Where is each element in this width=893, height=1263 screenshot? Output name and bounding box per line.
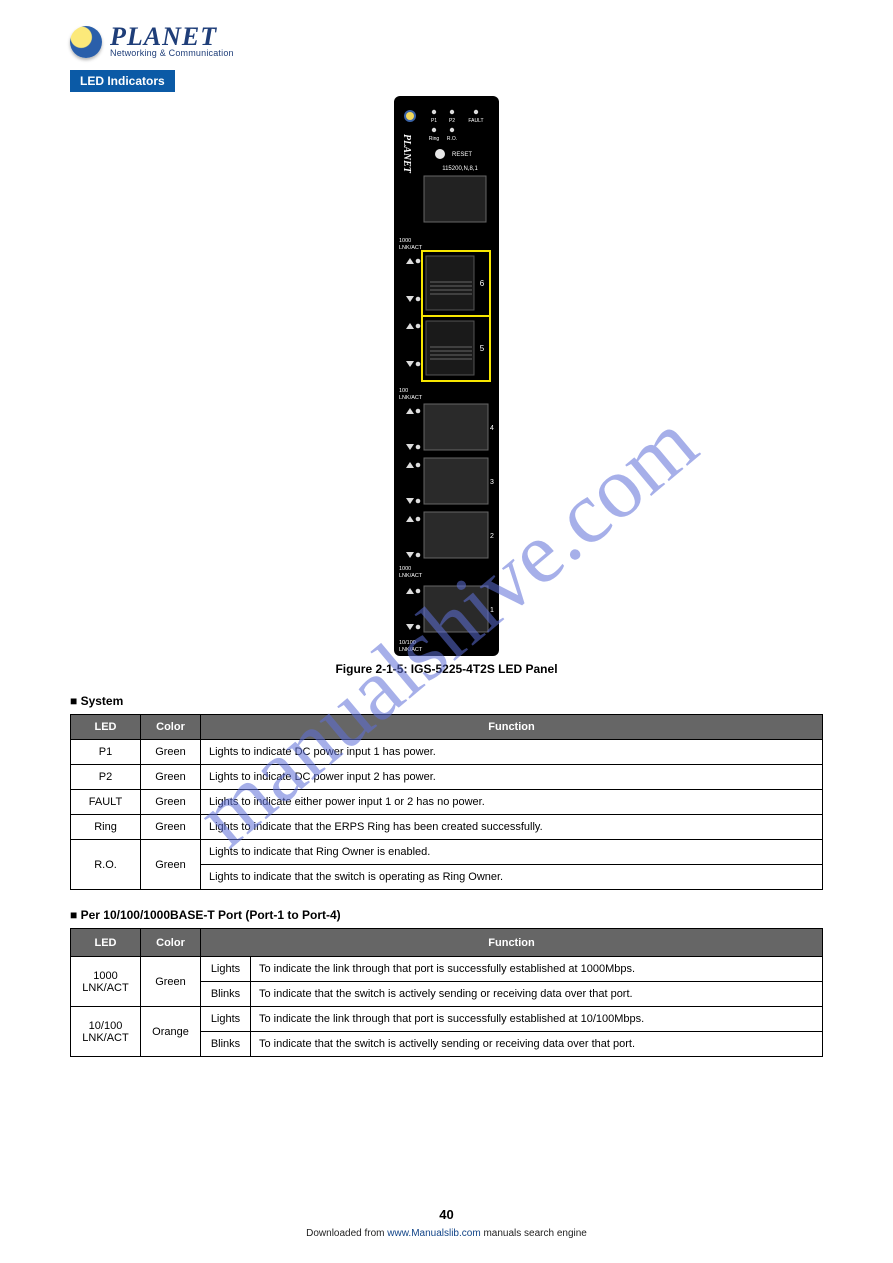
footer-link[interactable]: www.Manualslib.com [387, 1228, 480, 1239]
svg-text:LNK/ACT: LNK/ACT [399, 395, 423, 401]
svg-text:PLANET: PLANET [401, 134, 412, 174]
svg-text:P1: P1 [431, 118, 437, 124]
table-row: P1 Green Lights to indicate DC power inp… [71, 740, 823, 765]
device-figure: PLANET P1 P2 FAULT Ring R.O. RESET 11520… [70, 96, 823, 656]
logo-brand: PLANET [110, 25, 234, 48]
svg-text:5: 5 [480, 344, 485, 353]
svg-text:LNK/ACT: LNK/ACT [399, 245, 423, 251]
table-row: FAULT Green Lights to indicate either po… [71, 790, 823, 815]
svg-text:100: 100 [399, 388, 408, 394]
table-row: R.O. Green Lights to indicate that Ring … [71, 840, 823, 865]
svg-text:2: 2 [490, 533, 494, 540]
th-function: Function [201, 715, 823, 740]
svg-text:LNK/ACT: LNK/ACT [399, 573, 423, 579]
table-row: P2 Green Lights to indicate DC power inp… [71, 765, 823, 790]
svg-text:RESET: RESET [452, 152, 472, 158]
th-function: Function [201, 929, 823, 957]
table-row: 10/100 LNK/ACT Orange Lights To indicate… [71, 1007, 823, 1032]
header-logo: PLANET Networking & Communication [70, 25, 823, 58]
svg-text:115200,N,8,1: 115200,N,8,1 [442, 166, 478, 172]
svg-text:6: 6 [480, 279, 485, 288]
planet-globe-icon [70, 26, 102, 58]
th-led: LED [71, 715, 141, 740]
svg-text:FAULT: FAULT [468, 118, 483, 124]
footer-text: Downloaded from [306, 1228, 387, 1239]
th-color: Color [141, 715, 201, 740]
th-led: LED [71, 929, 141, 957]
svg-text:Ring: Ring [429, 136, 440, 142]
svg-text:10/100: 10/100 [399, 640, 416, 646]
footer-tail: manuals search engine [483, 1228, 586, 1239]
table1-title: ■ System [70, 694, 823, 708]
page-number: 40 [0, 1207, 893, 1222]
svg-text:1: 1 [490, 607, 494, 614]
device-front-panel: PLANET P1 P2 FAULT Ring R.O. RESET 11520… [394, 96, 499, 656]
th-color: Color [141, 929, 201, 957]
svg-text:4: 4 [490, 425, 494, 432]
table-row: 1000 LNK/ACT Green Lights To indicate th… [71, 957, 823, 982]
table-row: Ring Green Lights to indicate that the E… [71, 815, 823, 840]
svg-text:1000: 1000 [399, 238, 411, 244]
page-footer: 40 Downloaded from www.Manualslib.com ma… [0, 1207, 893, 1239]
section-heading: LED Indicators [70, 70, 175, 92]
svg-text:1000: 1000 [399, 566, 411, 572]
svg-text:P2: P2 [449, 118, 455, 124]
svg-text:LNK/ACT: LNK/ACT [399, 647, 423, 653]
figure-caption: Figure 2-1-5: IGS-5225-4T2S LED Panel [70, 662, 823, 676]
port-led-table: LED Color Function 1000 LNK/ACT Green Li… [70, 928, 823, 1057]
svg-text:3: 3 [490, 479, 494, 486]
system-led-table: LED Color Function P1 Green Lights to in… [70, 714, 823, 890]
svg-text:R.O.: R.O. [447, 136, 457, 142]
logo-subtitle: Networking & Communication [110, 48, 234, 58]
table2-title: ■ Per 10/100/1000BASE-T Port (Port-1 to … [70, 908, 823, 922]
